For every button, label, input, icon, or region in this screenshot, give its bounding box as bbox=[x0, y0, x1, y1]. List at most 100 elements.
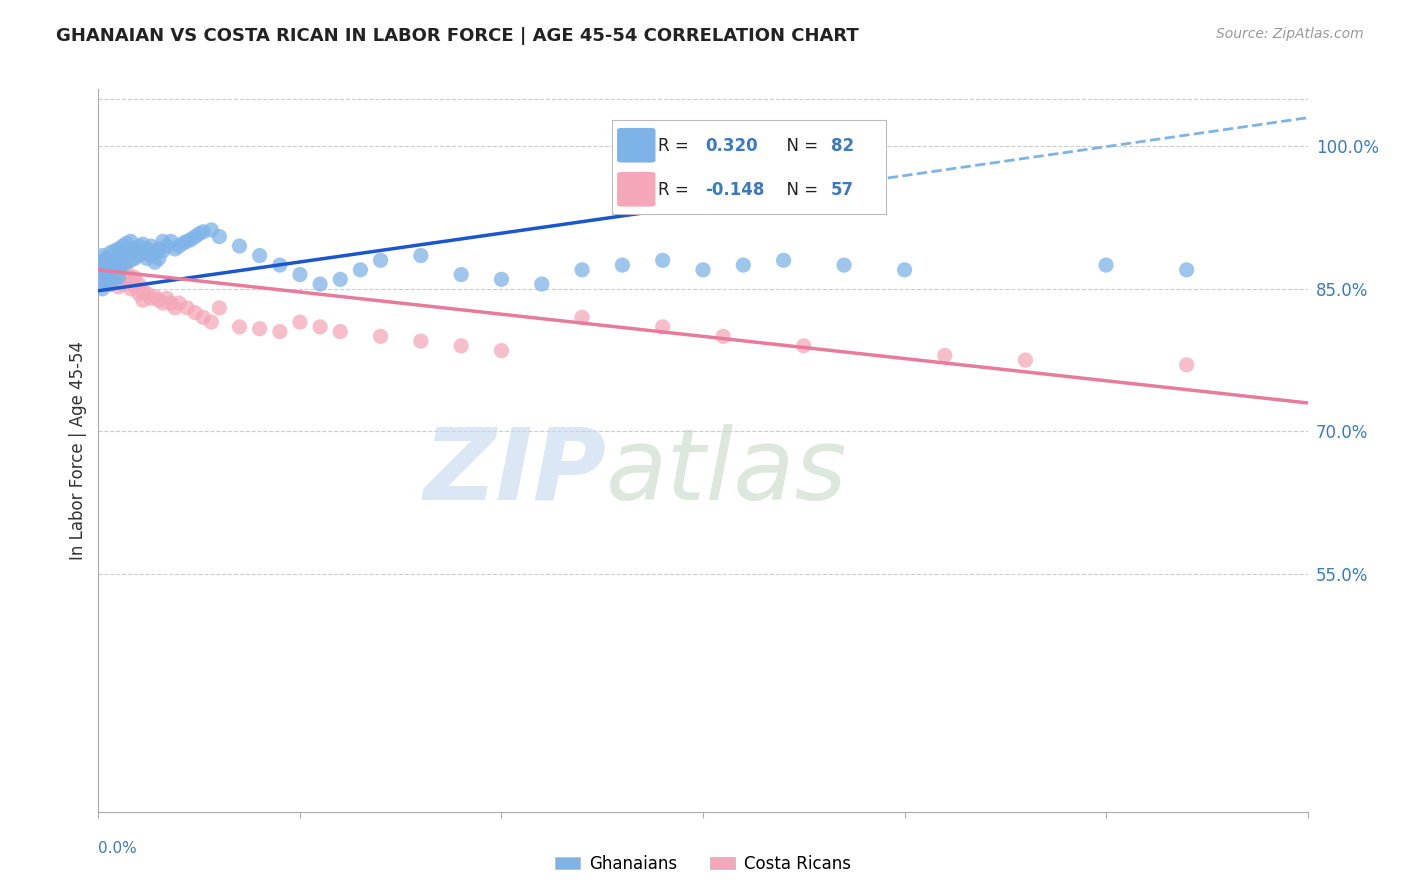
Point bbox=[103, 262, 125, 277]
Point bbox=[176, 301, 198, 315]
Point bbox=[370, 329, 392, 343]
Point bbox=[139, 239, 162, 253]
Point bbox=[100, 255, 122, 269]
Point bbox=[120, 272, 142, 286]
Point bbox=[107, 259, 129, 273]
Point bbox=[143, 255, 166, 269]
Point bbox=[107, 270, 129, 285]
Point bbox=[309, 319, 332, 334]
Point bbox=[148, 242, 170, 256]
Point bbox=[733, 258, 755, 272]
Point bbox=[156, 239, 179, 253]
Y-axis label: In Labor Force | Age 45-54: In Labor Force | Age 45-54 bbox=[69, 341, 87, 560]
Text: 0.320: 0.320 bbox=[704, 136, 758, 154]
Point bbox=[91, 272, 114, 286]
Point bbox=[115, 255, 138, 269]
Text: N =: N = bbox=[776, 136, 824, 154]
Point bbox=[188, 227, 211, 241]
Point bbox=[139, 249, 162, 263]
Point bbox=[100, 268, 122, 282]
Point bbox=[143, 289, 166, 303]
Point bbox=[180, 232, 202, 246]
Point bbox=[100, 258, 122, 272]
Point bbox=[139, 291, 162, 305]
Point bbox=[91, 255, 114, 269]
Point bbox=[132, 284, 155, 298]
Point bbox=[91, 255, 114, 269]
Point bbox=[103, 260, 125, 275]
Text: ZIP: ZIP bbox=[423, 424, 606, 521]
Point bbox=[128, 249, 150, 263]
Point bbox=[120, 244, 142, 258]
Point bbox=[120, 282, 142, 296]
Point bbox=[329, 325, 352, 339]
Point bbox=[103, 244, 125, 258]
Point bbox=[107, 270, 129, 285]
Point bbox=[115, 274, 138, 288]
Point bbox=[772, 253, 794, 268]
Point bbox=[288, 315, 311, 329]
Point bbox=[96, 270, 118, 285]
Point bbox=[124, 270, 146, 285]
Point bbox=[111, 258, 134, 272]
Point bbox=[160, 235, 183, 249]
Point bbox=[228, 319, 250, 334]
Point bbox=[100, 277, 122, 291]
Point bbox=[269, 258, 291, 272]
Point bbox=[120, 235, 142, 249]
Point bbox=[793, 339, 815, 353]
Point bbox=[91, 249, 114, 263]
Point bbox=[176, 235, 198, 249]
Point bbox=[651, 253, 673, 268]
Text: 57: 57 bbox=[831, 181, 853, 199]
FancyBboxPatch shape bbox=[617, 128, 655, 162]
Point bbox=[163, 301, 186, 315]
Text: GHANAIAN VS COSTA RICAN IN LABOR FORCE | AGE 45-54 CORRELATION CHART: GHANAIAN VS COSTA RICAN IN LABOR FORCE |… bbox=[56, 27, 859, 45]
Point bbox=[107, 252, 129, 266]
Point bbox=[124, 242, 146, 256]
Point bbox=[128, 286, 150, 301]
Point bbox=[143, 245, 166, 260]
Point bbox=[96, 252, 118, 266]
Point bbox=[184, 305, 207, 319]
Point bbox=[135, 242, 157, 256]
Point bbox=[115, 265, 138, 279]
Point bbox=[111, 277, 134, 291]
Point bbox=[571, 310, 593, 325]
Point bbox=[115, 245, 138, 260]
Point bbox=[96, 260, 118, 275]
Point bbox=[100, 277, 122, 291]
Point bbox=[200, 223, 222, 237]
Point bbox=[309, 277, 332, 291]
Point bbox=[96, 277, 118, 291]
Point bbox=[135, 286, 157, 301]
Point bbox=[156, 291, 179, 305]
Text: N =: N = bbox=[776, 181, 824, 199]
Point bbox=[91, 274, 114, 288]
Point bbox=[571, 262, 593, 277]
Point bbox=[91, 262, 114, 277]
Point bbox=[450, 339, 472, 353]
Text: -0.148: -0.148 bbox=[704, 181, 765, 199]
Point bbox=[530, 277, 553, 291]
Point bbox=[172, 236, 194, 251]
Point bbox=[167, 239, 190, 253]
Point bbox=[100, 270, 122, 285]
Point bbox=[1014, 353, 1036, 368]
Point bbox=[128, 277, 150, 291]
Point bbox=[132, 237, 155, 252]
Point bbox=[107, 280, 129, 294]
Point bbox=[692, 262, 714, 277]
Point bbox=[409, 334, 432, 348]
Point bbox=[832, 258, 855, 272]
Text: atlas: atlas bbox=[606, 424, 848, 521]
Point bbox=[893, 262, 915, 277]
Point bbox=[711, 329, 734, 343]
Point bbox=[450, 268, 472, 282]
Point bbox=[103, 272, 125, 286]
Point bbox=[491, 272, 513, 286]
Point bbox=[148, 293, 170, 308]
Text: 0.0%: 0.0% bbox=[98, 840, 138, 855]
Point bbox=[193, 310, 215, 325]
Point bbox=[934, 348, 956, 362]
